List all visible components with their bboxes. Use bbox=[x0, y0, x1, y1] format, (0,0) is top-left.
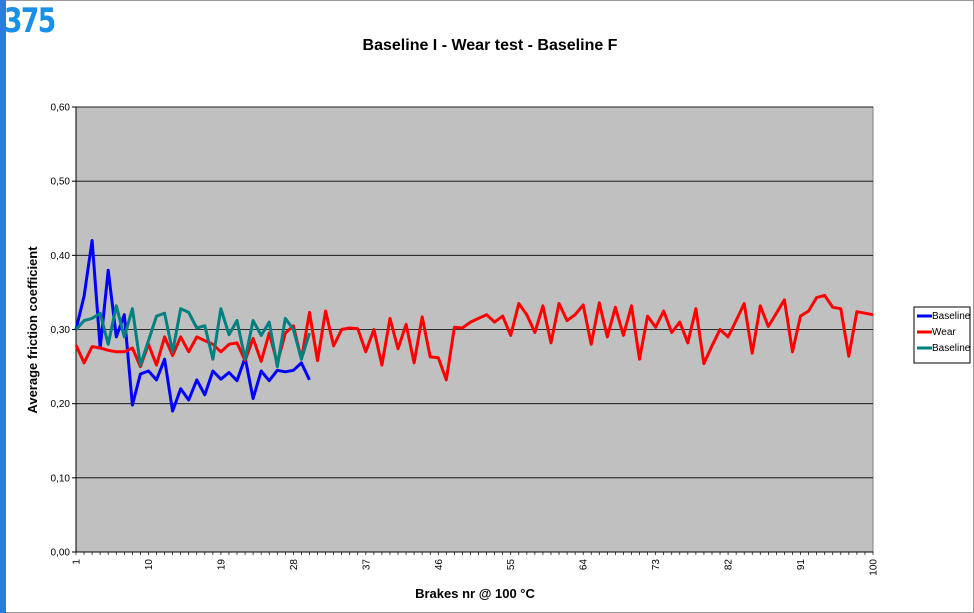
x-tick-label: 64 bbox=[579, 559, 590, 571]
left-accent-bar bbox=[0, 0, 6, 613]
y-tick-label: 0,40 bbox=[51, 251, 71, 262]
y-tick-label: 0,20 bbox=[51, 399, 71, 410]
x-tick-label: 1 bbox=[72, 559, 83, 565]
x-tick-label: 91 bbox=[796, 559, 807, 571]
x-tick-label: 19 bbox=[216, 559, 227, 571]
y-axis-ticks: 0,00 0,10 0,20 0,30 0,40 0,50 0,60 bbox=[51, 103, 873, 559]
legend-label: Baseline F bbox=[932, 343, 974, 354]
x-tick-label: 28 bbox=[289, 559, 300, 571]
y-tick-label: 0,30 bbox=[51, 325, 71, 336]
page-number-badge: 375 bbox=[4, 1, 56, 41]
legend-label: Wear bbox=[932, 327, 956, 338]
x-tick-label: 46 bbox=[434, 559, 445, 571]
x-tick-label: 55 bbox=[506, 559, 517, 571]
chart-title: Baseline I - Wear test - Baseline F bbox=[363, 37, 618, 54]
y-tick-label: 0,10 bbox=[51, 473, 71, 484]
series-line-baseline-i bbox=[74, 239, 311, 413]
x-axis-ticks: 1 10 19 28 37 46 55 64 73 82 91 100 bbox=[72, 552, 880, 576]
x-tick-label: 73 bbox=[651, 559, 662, 571]
x-tick-label: 82 bbox=[724, 559, 735, 571]
series-line-baseline-f bbox=[74, 304, 311, 369]
y-tick-label: 0,00 bbox=[51, 548, 71, 559]
x-tick-label: 100 bbox=[869, 559, 880, 576]
series-lines bbox=[74, 239, 874, 413]
x-axis-label: Brakes nr @ 100 °C bbox=[415, 586, 535, 601]
legend-label: Baseline I bbox=[932, 311, 974, 322]
y-tick-label: 0,60 bbox=[51, 103, 71, 114]
y-tick-label: 0,50 bbox=[51, 177, 71, 188]
x-tick-label: 10 bbox=[144, 559, 155, 571]
x-tick-label: 37 bbox=[361, 559, 372, 571]
y-axis-label: Average friction coefficient bbox=[25, 246, 40, 414]
gridlines bbox=[76, 106, 873, 479]
legend: Baseline I Wear Baseline F bbox=[913, 306, 974, 364]
